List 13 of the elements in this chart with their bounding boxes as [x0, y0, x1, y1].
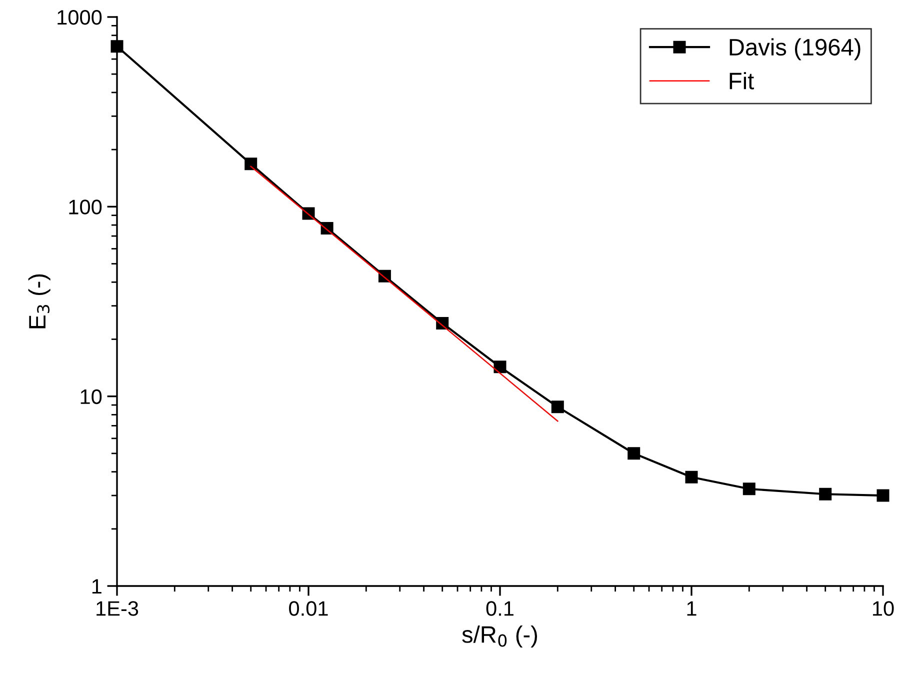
y-tick-label: 10 — [80, 389, 102, 404]
y-axis-title: E$_{3}$ (-) — [28, 274, 50, 328]
y-tick-label: 100 — [69, 200, 102, 214]
x-tick-label: 1 — [687, 601, 696, 616]
x-tick-label: 0.1 — [486, 601, 514, 616]
y-tick-label: 1000 — [58, 10, 102, 25]
x-tick-label: 10 — [873, 601, 894, 616]
y-tick-label: 1 — [92, 579, 102, 594]
legend-label: Davis (1964) — [730, 38, 860, 60]
x-tick-label: 1E-3 — [96, 601, 138, 616]
x-tick-label: 0.01 — [289, 601, 328, 616]
x-axis-title: s/R$_{0}$ (-) — [462, 626, 537, 648]
legend-label: Fit — [730, 72, 754, 90]
